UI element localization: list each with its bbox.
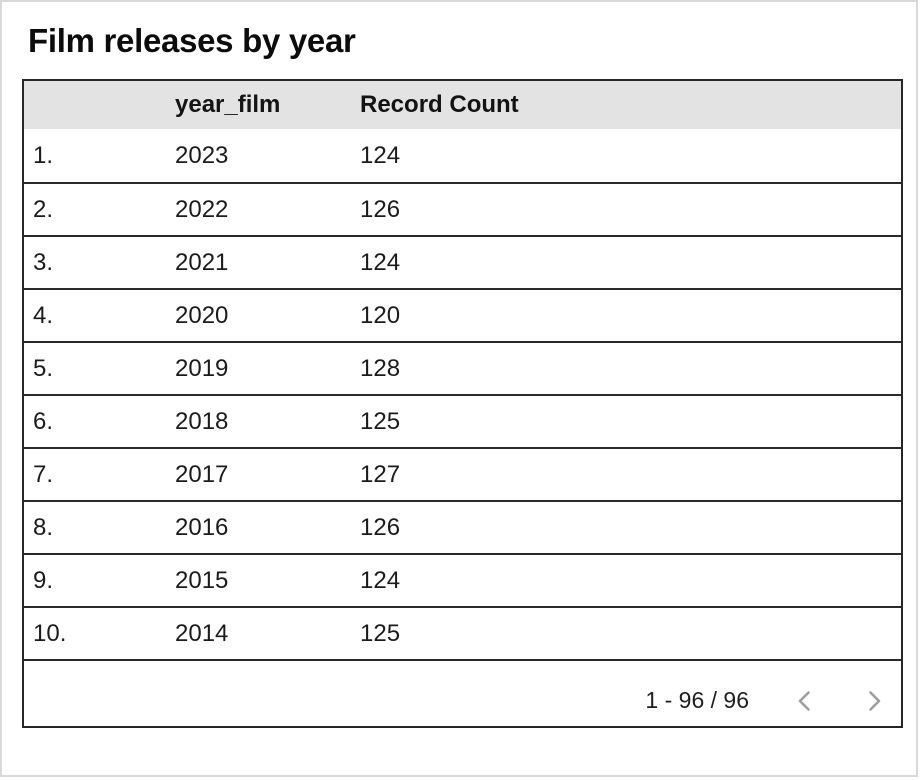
- cell-record-count: 120: [360, 301, 401, 329]
- table-row: 4. 2020 120: [24, 288, 901, 341]
- cell-record-count: 125: [360, 407, 401, 435]
- column-header-record-count[interactable]: Record Count: [360, 91, 519, 118]
- cell-year-film: 2018: [175, 407, 229, 435]
- data-table: year_film Record Count 1. 2023 124 2. 20…: [22, 79, 903, 728]
- row-number-cell: 7.: [33, 460, 54, 488]
- cell-record-count: 128: [360, 354, 401, 382]
- table-row: 2. 2022 126: [24, 182, 901, 235]
- row-number-cell: 9.: [33, 566, 54, 594]
- table-row: 6. 2018 125: [24, 394, 901, 447]
- row-number-cell: 4.: [33, 301, 54, 329]
- table-row: 1. 2023 124: [24, 129, 901, 182]
- cell-record-count: 125: [360, 619, 401, 647]
- table-row: 8. 2016 126: [24, 500, 901, 553]
- cell-year-film: 2023: [175, 141, 229, 169]
- cell-year-film: 2022: [175, 195, 229, 223]
- next-page-button[interactable]: [861, 688, 887, 714]
- cell-year-film: 2016: [175, 513, 229, 541]
- row-number-cell: 6.: [33, 407, 54, 435]
- cell-record-count: 126: [360, 513, 401, 541]
- cell-year-film: 2020: [175, 301, 229, 329]
- chevron-left-icon: [792, 688, 818, 714]
- column-header-year-film[interactable]: year_film: [175, 91, 281, 118]
- table-row: 10. 2014 125: [24, 606, 901, 659]
- chart-title: Film releases by year: [28, 22, 356, 59]
- row-number-cell: 8.: [33, 513, 54, 541]
- pagination-range-label: 1 - 96 / 96: [645, 687, 749, 713]
- table-row: 3. 2021 124: [24, 235, 901, 288]
- row-number-cell: 1.: [33, 141, 54, 169]
- table-row: 7. 2017 127: [24, 447, 901, 500]
- cell-year-film: 2021: [175, 248, 229, 276]
- row-number-cell: 5.: [33, 354, 54, 382]
- cell-record-count: 127: [360, 460, 401, 488]
- table-row: 9. 2015 124: [24, 553, 901, 606]
- cell-year-film: 2019: [175, 354, 229, 382]
- table-row: 5. 2019 128: [24, 341, 901, 394]
- cell-year-film: 2017: [175, 460, 229, 488]
- previous-page-button[interactable]: [792, 688, 818, 714]
- row-number-cell: 2.: [33, 195, 54, 223]
- cell-record-count: 124: [360, 566, 401, 594]
- row-number-cell: 10.: [33, 619, 67, 647]
- cell-year-film: 2015: [175, 566, 229, 594]
- cell-year-film: 2014: [175, 619, 229, 647]
- table-header-row: year_film Record Count: [24, 81, 901, 129]
- cell-record-count: 124: [360, 141, 401, 169]
- chevron-right-icon: [861, 688, 887, 714]
- cell-record-count: 126: [360, 195, 401, 223]
- cell-record-count: 124: [360, 248, 401, 276]
- table-body: 1. 2023 124 2. 2022 126 3. 2021 124 4. 2…: [24, 129, 901, 659]
- row-number-cell: 3.: [33, 248, 54, 276]
- table-footer: 1 - 96 / 96: [24, 659, 901, 726]
